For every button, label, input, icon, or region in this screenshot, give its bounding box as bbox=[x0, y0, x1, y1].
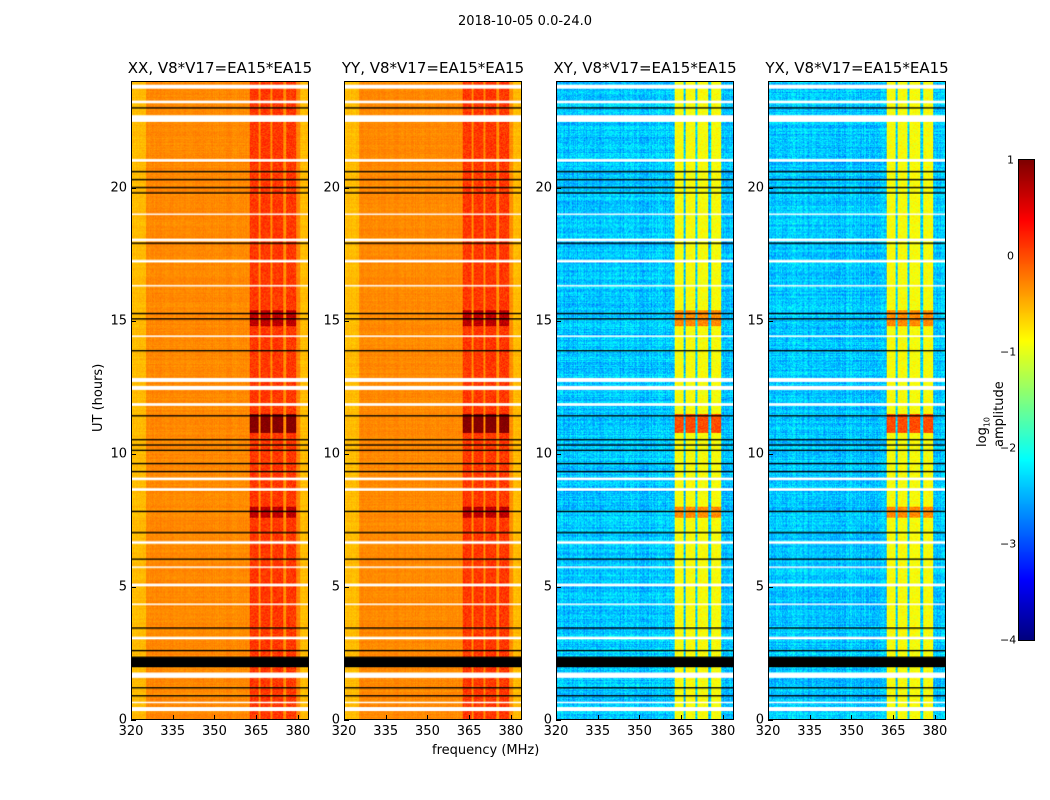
heatmap-panel-2 bbox=[556, 81, 734, 720]
y-tick-mark bbox=[556, 320, 561, 322]
y-tick-label: 0 bbox=[755, 712, 764, 728]
x-tick-label: 320 bbox=[543, 724, 569, 739]
y-tick-label: 5 bbox=[543, 579, 552, 595]
x-tick-mark bbox=[809, 715, 811, 720]
y-tick-mark bbox=[131, 720, 136, 721]
x-tick-label: 365 bbox=[668, 724, 694, 739]
x-tick-label: 335 bbox=[585, 724, 611, 739]
heatmap-panel-3 bbox=[768, 81, 946, 720]
x-tick-label: 380 bbox=[922, 724, 948, 739]
y-tick-label: 15 bbox=[535, 313, 552, 329]
colorbar bbox=[1018, 159, 1035, 641]
x-tick-label: 350 bbox=[627, 724, 652, 739]
x-tick-label: 350 bbox=[839, 724, 864, 739]
y-tick-mark bbox=[344, 720, 349, 721]
x-tick-mark bbox=[510, 715, 512, 720]
x-tick-mark bbox=[427, 715, 429, 720]
y-tick-mark bbox=[556, 187, 561, 189]
y-tick-label: 20 bbox=[535, 180, 552, 195]
y-tick-mark bbox=[556, 586, 561, 588]
x-tick-mark bbox=[597, 715, 599, 720]
y-tick-label: 0 bbox=[118, 712, 127, 728]
y-tick-label: 20 bbox=[747, 180, 764, 195]
y-axis-label: UT (hours) bbox=[91, 363, 106, 432]
x-tick-mark bbox=[681, 715, 683, 720]
y-tick-label: 10 bbox=[323, 446, 340, 462]
panel-title: XX, V8*V17=EA15*EA15 bbox=[127, 59, 313, 77]
y-tick-label: 5 bbox=[755, 579, 764, 595]
x-axis-label: frequency (MHz) bbox=[432, 743, 540, 758]
colorbar-tick-label: −2 bbox=[1000, 441, 1017, 455]
y-tick-mark bbox=[344, 453, 349, 455]
y-tick-label: 5 bbox=[331, 579, 340, 595]
x-tick-mark bbox=[256, 715, 258, 720]
x-tick-mark bbox=[214, 715, 216, 720]
x-tick-label: 365 bbox=[456, 724, 482, 739]
x-tick-label: 335 bbox=[160, 724, 186, 739]
x-tick-label: 350 bbox=[202, 724, 227, 739]
x-tick-mark bbox=[851, 715, 853, 720]
x-tick-label: 335 bbox=[373, 724, 399, 739]
colorbar-tick-label: −4 bbox=[1000, 633, 1017, 647]
y-tick-label: 5 bbox=[118, 579, 127, 595]
y-tick-label: 15 bbox=[110, 313, 127, 329]
x-tick-label: 320 bbox=[331, 724, 357, 739]
x-tick-mark bbox=[768, 715, 769, 720]
y-tick-label: 15 bbox=[747, 313, 764, 329]
y-tick-mark bbox=[344, 586, 349, 588]
y-tick-mark bbox=[768, 187, 773, 189]
y-tick-mark bbox=[556, 720, 561, 721]
x-tick-mark bbox=[297, 715, 299, 720]
figure-title: 2018-10-05 0.0-24.0 bbox=[458, 14, 592, 29]
x-tick-label: 380 bbox=[498, 724, 524, 739]
x-tick-label: 380 bbox=[710, 724, 736, 739]
x-tick-mark bbox=[172, 715, 174, 720]
panel-title: XY, V8*V17=EA15*EA15 bbox=[553, 59, 737, 77]
y-tick-mark bbox=[344, 187, 349, 189]
x-tick-mark bbox=[469, 715, 471, 720]
x-tick-mark bbox=[639, 715, 641, 720]
heatmap-panel-0 bbox=[131, 81, 309, 720]
x-tick-label: 335 bbox=[797, 724, 823, 739]
y-tick-label: 20 bbox=[323, 180, 340, 195]
x-tick-label: 320 bbox=[118, 724, 144, 739]
panel-title: YX, V8*V17=EA15*EA15 bbox=[765, 59, 949, 77]
colorbar-tick-label: −3 bbox=[1000, 537, 1017, 551]
y-tick-mark bbox=[344, 320, 349, 322]
y-tick-label: 10 bbox=[110, 446, 127, 462]
colorbar-tick-label: −1 bbox=[1000, 345, 1017, 359]
heatmap-panel-1 bbox=[344, 81, 522, 720]
x-tick-mark bbox=[385, 715, 387, 720]
y-tick-mark bbox=[768, 453, 773, 455]
colorbar-tick-label: 0 bbox=[1007, 249, 1014, 263]
x-tick-mark bbox=[344, 715, 345, 720]
x-tick-mark bbox=[934, 715, 936, 720]
x-tick-label: 350 bbox=[415, 724, 440, 739]
y-tick-label: 10 bbox=[535, 446, 552, 462]
y-tick-label: 0 bbox=[331, 712, 340, 728]
x-tick-mark bbox=[556, 715, 557, 720]
y-tick-mark bbox=[768, 720, 773, 721]
y-tick-mark bbox=[556, 453, 561, 455]
x-tick-mark bbox=[131, 715, 132, 720]
panel-title: YY, V8*V17=EA15*EA15 bbox=[341, 59, 525, 77]
x-tick-label: 365 bbox=[880, 724, 906, 739]
x-tick-label: 380 bbox=[285, 724, 311, 739]
y-tick-mark bbox=[131, 586, 136, 588]
colorbar-label: log10 amplitude bbox=[975, 381, 1007, 447]
y-tick-label: 0 bbox=[543, 712, 552, 728]
y-tick-mark bbox=[131, 453, 136, 455]
x-tick-mark bbox=[893, 715, 895, 720]
x-tick-label: 365 bbox=[243, 724, 269, 739]
y-tick-label: 20 bbox=[110, 180, 127, 195]
y-tick-label: 10 bbox=[747, 446, 764, 462]
y-tick-mark bbox=[768, 320, 773, 322]
x-tick-label: 320 bbox=[755, 724, 781, 739]
y-tick-mark bbox=[131, 187, 136, 189]
colorbar-tick-label: 1 bbox=[1007, 153, 1014, 167]
x-tick-mark bbox=[722, 715, 724, 720]
y-tick-mark bbox=[768, 586, 773, 588]
y-tick-mark bbox=[131, 320, 136, 322]
y-tick-label: 15 bbox=[323, 313, 340, 329]
